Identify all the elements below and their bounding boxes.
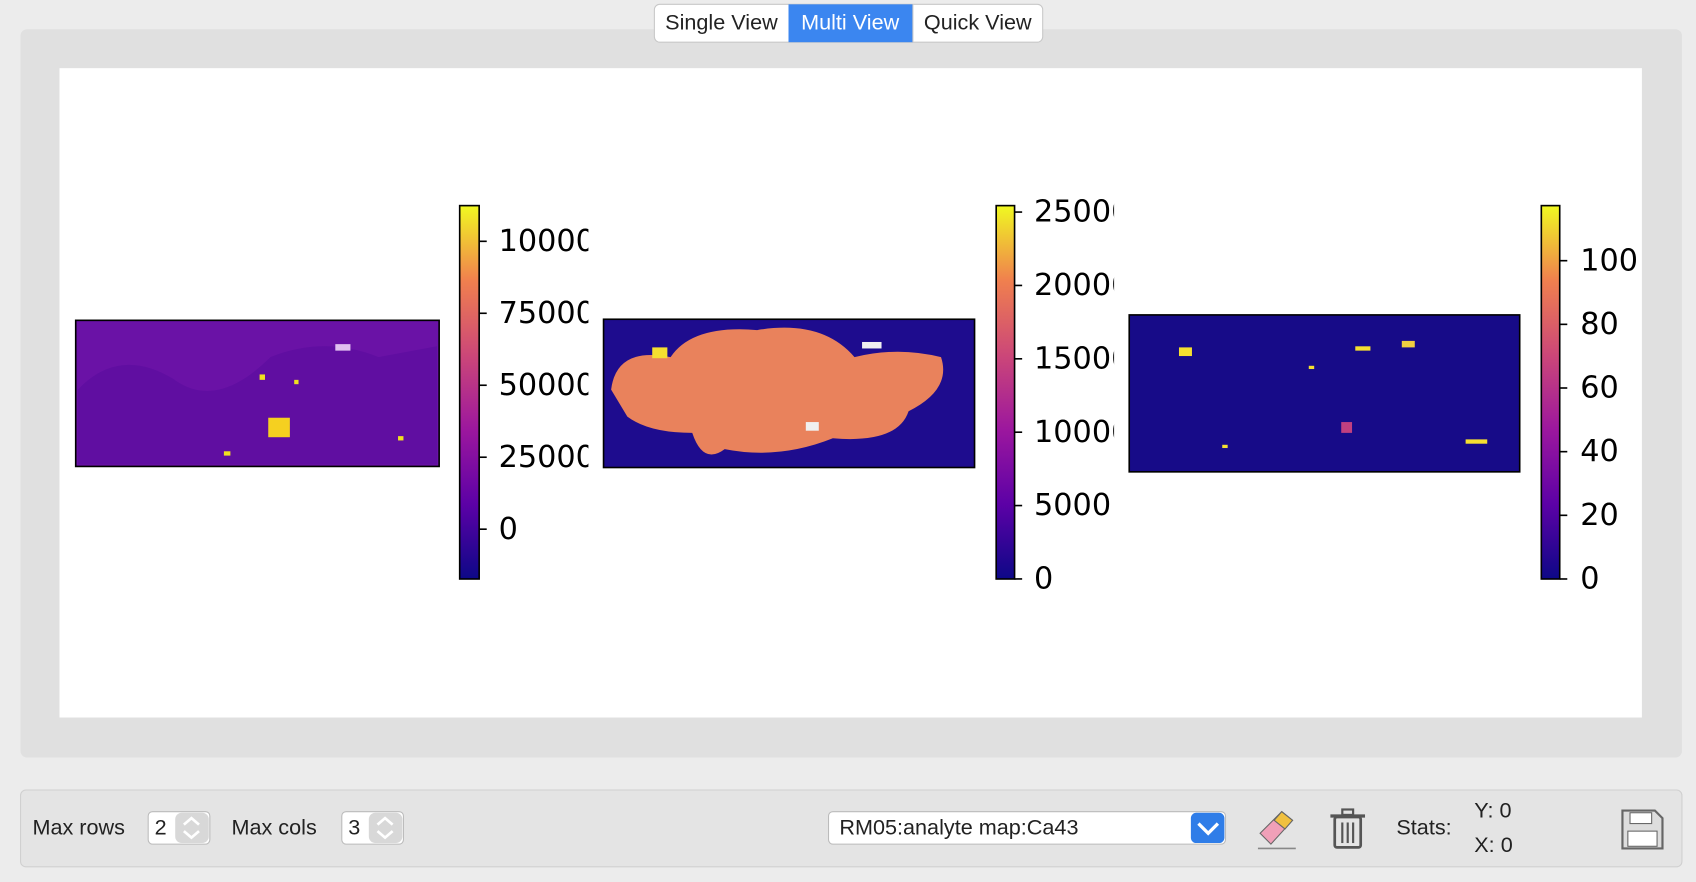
colorbar-axis: 0 20 40 60 80 100 xyxy=(1559,243,1638,597)
tick-label: 40 xyxy=(1580,434,1619,469)
tick-label: 75000 xyxy=(499,296,595,331)
tick-label: 5000 xyxy=(1034,488,1111,523)
tick-label: 0 xyxy=(1580,562,1599,597)
tick-label: 0 xyxy=(1034,562,1053,597)
tick-label: 50000 xyxy=(499,368,595,403)
dropdown-arrow xyxy=(1197,822,1220,836)
dropdown[interactable] xyxy=(827,811,1227,845)
dropdown-value: RM05:analyte map:Ca43 xyxy=(839,815,1078,840)
tab[interactable]: Multi View xyxy=(801,10,900,35)
tab[interactable]: Single View xyxy=(665,10,778,35)
colorbar-axis: 0 25000 50000 75000 100000 xyxy=(479,224,615,547)
tick-label: 60 xyxy=(1580,371,1619,406)
eraser-button[interactable] xyxy=(1257,810,1296,850)
save-button[interactable] xyxy=(1621,809,1664,850)
tick-label: 20000 xyxy=(1034,268,1130,303)
trash-button[interactable] xyxy=(1330,808,1366,849)
tick-label: 25000 xyxy=(1034,195,1130,230)
tick-label: 10000 xyxy=(1034,415,1130,450)
dropdown-button[interactable] xyxy=(1190,812,1225,844)
colorbar xyxy=(1540,204,1561,580)
heatmap xyxy=(602,318,976,469)
spin-buttons[interactable] xyxy=(368,812,403,844)
tick-label: 100000 xyxy=(499,224,615,259)
spin-arrows xyxy=(182,816,200,840)
heatmap xyxy=(1128,314,1521,473)
heatmap xyxy=(74,319,440,468)
colorbar-ticks: 0250005000075000100000050001000015000200… xyxy=(479,195,1638,597)
tab-active[interactable] xyxy=(788,4,913,43)
tick-label: 15000 xyxy=(1034,341,1130,376)
tick-label: 0 xyxy=(499,512,518,547)
spinbox-value: 2 xyxy=(155,815,167,840)
colorbar-axis: 0 5000 10000 15000 20000 25000 xyxy=(1014,195,1130,597)
tick-label: 80 xyxy=(1580,307,1619,342)
tick-label: 20 xyxy=(1580,498,1619,533)
stats-y: Y: 0 xyxy=(1474,797,1511,822)
tick-label: 100 xyxy=(1580,243,1638,278)
stats-x: X: 0 xyxy=(1474,832,1512,857)
colorbar xyxy=(995,204,1016,580)
spin-arrows xyxy=(376,816,394,840)
label: Max cols xyxy=(231,815,316,840)
spin-buttons[interactable] xyxy=(175,812,209,844)
label: Max rows xyxy=(32,815,125,840)
colorbar xyxy=(458,204,480,580)
tick-label: 25000 xyxy=(499,440,595,475)
stats-label: Stats: xyxy=(1396,815,1451,840)
tab[interactable]: Quick View xyxy=(924,10,1032,35)
spinbox-value: 3 xyxy=(348,815,360,840)
